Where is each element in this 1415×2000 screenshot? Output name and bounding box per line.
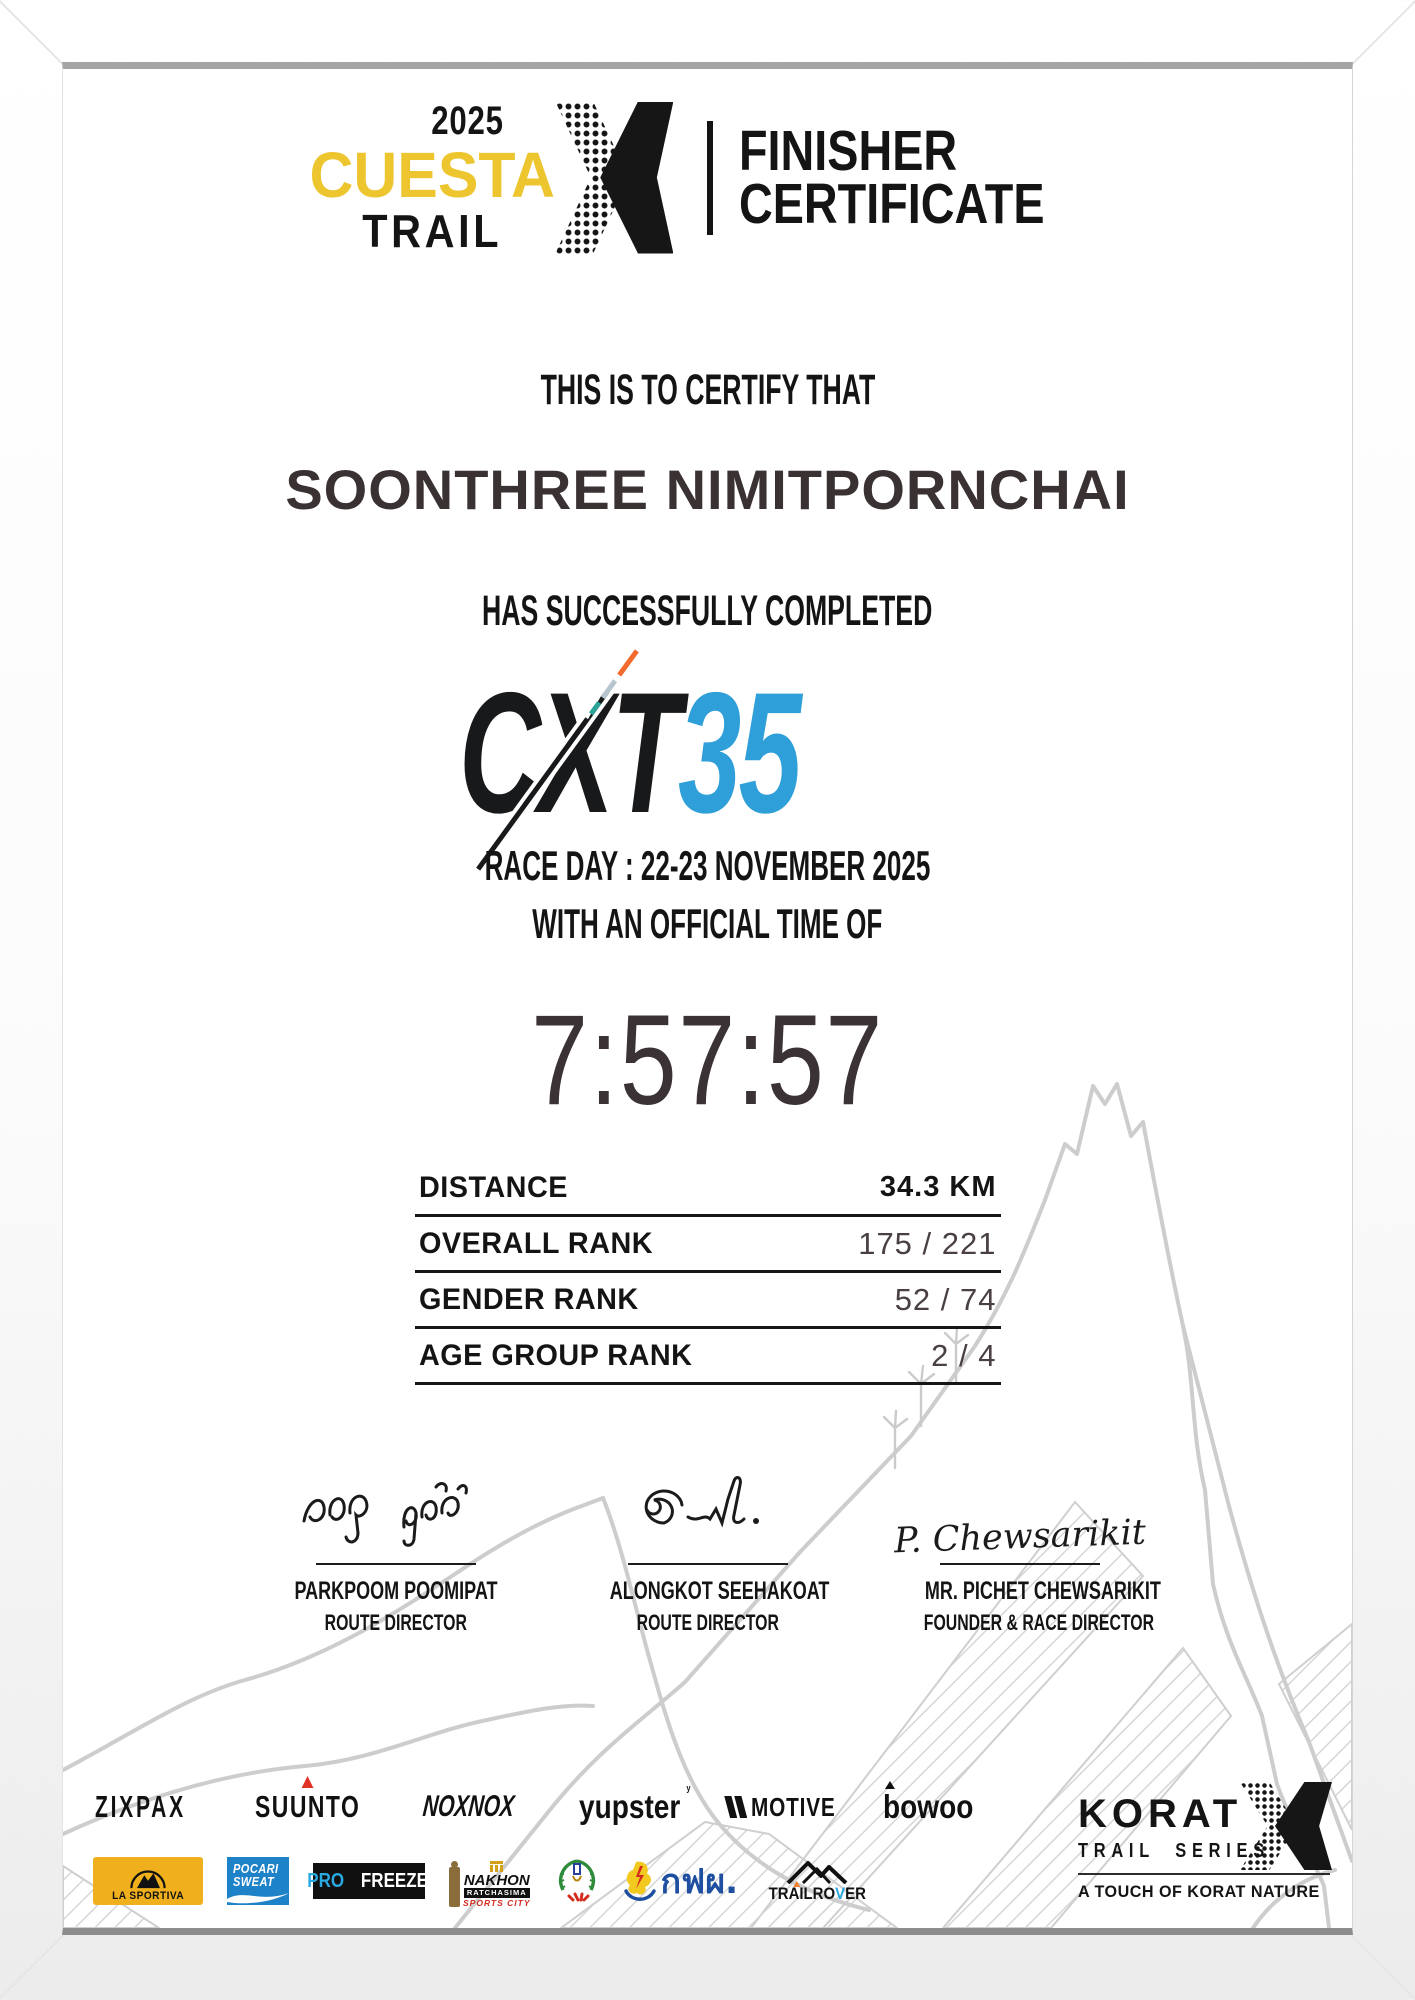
trailrover-wordmark: TRAILROVER [769,1881,866,1904]
row-label: AGE GROUP RANK [418,1338,692,1372]
signature-alongkot-icon [567,1461,849,1557]
sponsor-la-sportiva: LA SPORTIVA [93,1857,203,1905]
header-logo-row: 2025 CUESTA TRAIL FINISHER CERTIFICATE [63,95,1352,260]
race-logo-cxt35: CXT35 [459,646,829,874]
korat-wordmark: KORAT [1078,1792,1243,1836]
race-code: CXT [459,657,681,849]
signatory-role: FOUNDER & RACE DIRECTOR [923,1610,1154,1635]
egat-wordmark: กฟผ. [660,1862,739,1902]
sponsor-noxnox: NOXNOX [421,1790,516,1823]
signature-script-text: P. Chewsarikit [892,1512,1147,1562]
signatory-alongkot: ALONGKOT SEEHAKOAT ROUTE DIRECTOR [567,1461,849,1636]
certify-intro: THIS IS TO CERTIFY THAT [540,366,875,414]
signature-parkpoom-icon [255,1461,537,1557]
results-table: DISTANCE 34.3 KM OVERALL RANK 175 / 221 … [414,1161,1001,1385]
sports-authority-seal-icon [558,1859,595,1902]
signature-chewsarikit-icon: P. Chewsarikit [879,1461,1161,1562]
sponsor-suunto: SUUNTO [255,1776,360,1825]
cuesta-trail-logo: 2025 CUESTA TRAIL [303,101,561,254]
sponsor-row-logos: LA SPORTIVA POCARI SWEAT PRO FREEZE NAKH… [93,1854,873,1908]
korat-x-icon [1240,1782,1332,1870]
runner-name: SOONTHREE NIMITPORNCHAI [285,458,1130,521]
sponsor-pro-freeze: PRO FREEZE [308,1863,428,1899]
signature-line [939,1563,1100,1565]
frame-miter-bottom-right [1351,1934,1415,2000]
signatory-role: ROUTE DIRECTOR [324,1610,467,1635]
row-label: GENDER RANK [418,1282,639,1316]
korat-series-text: TRAIL SERIES [1078,1840,1270,1862]
table-row: OVERALL RANK 175 / 221 [414,1217,1001,1273]
sponsor-trailrover: TRAILROVER [762,1858,873,1904]
signatory-name: ALONGKOT SEEHAKOAT [609,1577,829,1605]
la-sportiva-mountain-icon [130,1870,166,1889]
table-row: GENDER RANK 52 / 74 [414,1273,1001,1329]
nakhon-statue-icon [449,1861,460,1907]
official-time: 7:57:57 [531,989,884,1132]
mountain-line-art [63,1082,1352,1928]
document-title-line2: CERTIFICATE [739,171,1045,236]
header-divider [707,120,714,235]
row-value: 52 / 74 [894,1281,997,1317]
race-number: 35 [678,657,802,849]
signature-line [627,1563,788,1565]
sponsor-row-wordmarks: ZIXPAX SUUNTO NOXNOX yupster ʸ MOTIVE bow… [95,1776,989,1826]
brand-trail: TRAIL [362,205,503,257]
korat-tagline: A TOUCH OF KORAT NATURE [1078,1882,1320,1901]
table-row: DISTANCE 34.3 KM [414,1161,1001,1217]
document-title: FINISHER CERTIFICATE [739,118,1045,236]
egat-map-icon [623,1861,656,1901]
race-day-text: RACE DAY : 22-23 NOVEMBER 2025 [484,842,931,889]
sponsor-nakhon-ratchasima: NAKHON RATCHASIMA SPORTS CITY [449,1855,531,1907]
signatory-role: ROUTE DIRECTOR [636,1610,779,1635]
race-day-block: RACE DAY : 22-23 NOVEMBER 2025 WITH AN O… [63,837,1352,953]
korat-divider-line [1078,1873,1330,1875]
signatory-name: MR. PICHET CHEWSARIKIT [924,1577,1161,1605]
sponsor-yupster: yupster ʸ [579,1782,691,1825]
row-value: 34.3 KM [879,1171,997,1203]
nakhon-gate-icon [490,1861,504,1872]
frame-miter-top-right [1351,0,1415,66]
table-row: AGE GROUP RANK 2 / 4 [414,1329,1001,1385]
sponsor-egat: กฟผ. [623,1854,739,1908]
signatory-parkpoom: PARKPOOM POOMIPAT ROUTE DIRECTOR [255,1461,537,1636]
row-label: OVERALL RANK [418,1226,653,1260]
completed-text: HAS SUCCESSFULLY COMPLETED [482,587,933,635]
sponsor-pocari-sweat: POCARI SWEAT [227,1857,289,1905]
event-year: 2025 [430,99,504,143]
signatory-chewsarikit: P. Chewsarikit MR. PICHET CHEWSARIKIT FO… [879,1461,1161,1636]
signature-line [315,1563,476,1565]
time-intro-text: WITH AN OFFICIAL TIME OF [532,899,883,947]
certificate-body: 2025 CUESTA TRAIL FINISHER CERTIFICATE T… [62,62,1353,1935]
sponsor-bowoo: bowoo [883,1781,989,1826]
sponsor-zixpax: ZIXPAX [95,1789,186,1824]
signatory-name: PARKPOOM POOMIPAT [293,1577,497,1605]
sponsor-motive: MOTIVE [724,1792,857,1823]
suunto-triangle-icon [301,1776,313,1788]
korat-trail-series-logo: KORAT TRAIL SERIES A TOUCH OF KORAT NATU… [1078,1782,1332,1902]
signatures-row: PARKPOOM POOMIPAT ROUTE DIRECTOR ALONGKO… [63,1461,1352,1636]
cuesta-x-icon [555,101,674,254]
la-sportiva-wordmark: LA SPORTIVA [112,1890,184,1902]
trailrover-a-triangle-icon [793,1881,801,1887]
race-logo-text: CXT35 [459,667,802,839]
trailrover-mountains-icon [786,1861,848,1884]
frame-miter-bottom-left [0,1934,64,2000]
frame-miter-top-left [0,0,64,66]
yupster-mark-icon: ʸ [686,1782,691,1797]
document-title-line1: FINISHER [739,118,958,183]
row-value: 2 / 4 [931,1337,997,1373]
row-label: DISTANCE [418,1170,568,1204]
pocari-wave-icon [227,1893,289,1904]
row-value: 175 / 221 [858,1225,997,1261]
bowoo-ear-icon [884,1781,895,1789]
brand-cuesta: CUESTA [309,139,555,211]
